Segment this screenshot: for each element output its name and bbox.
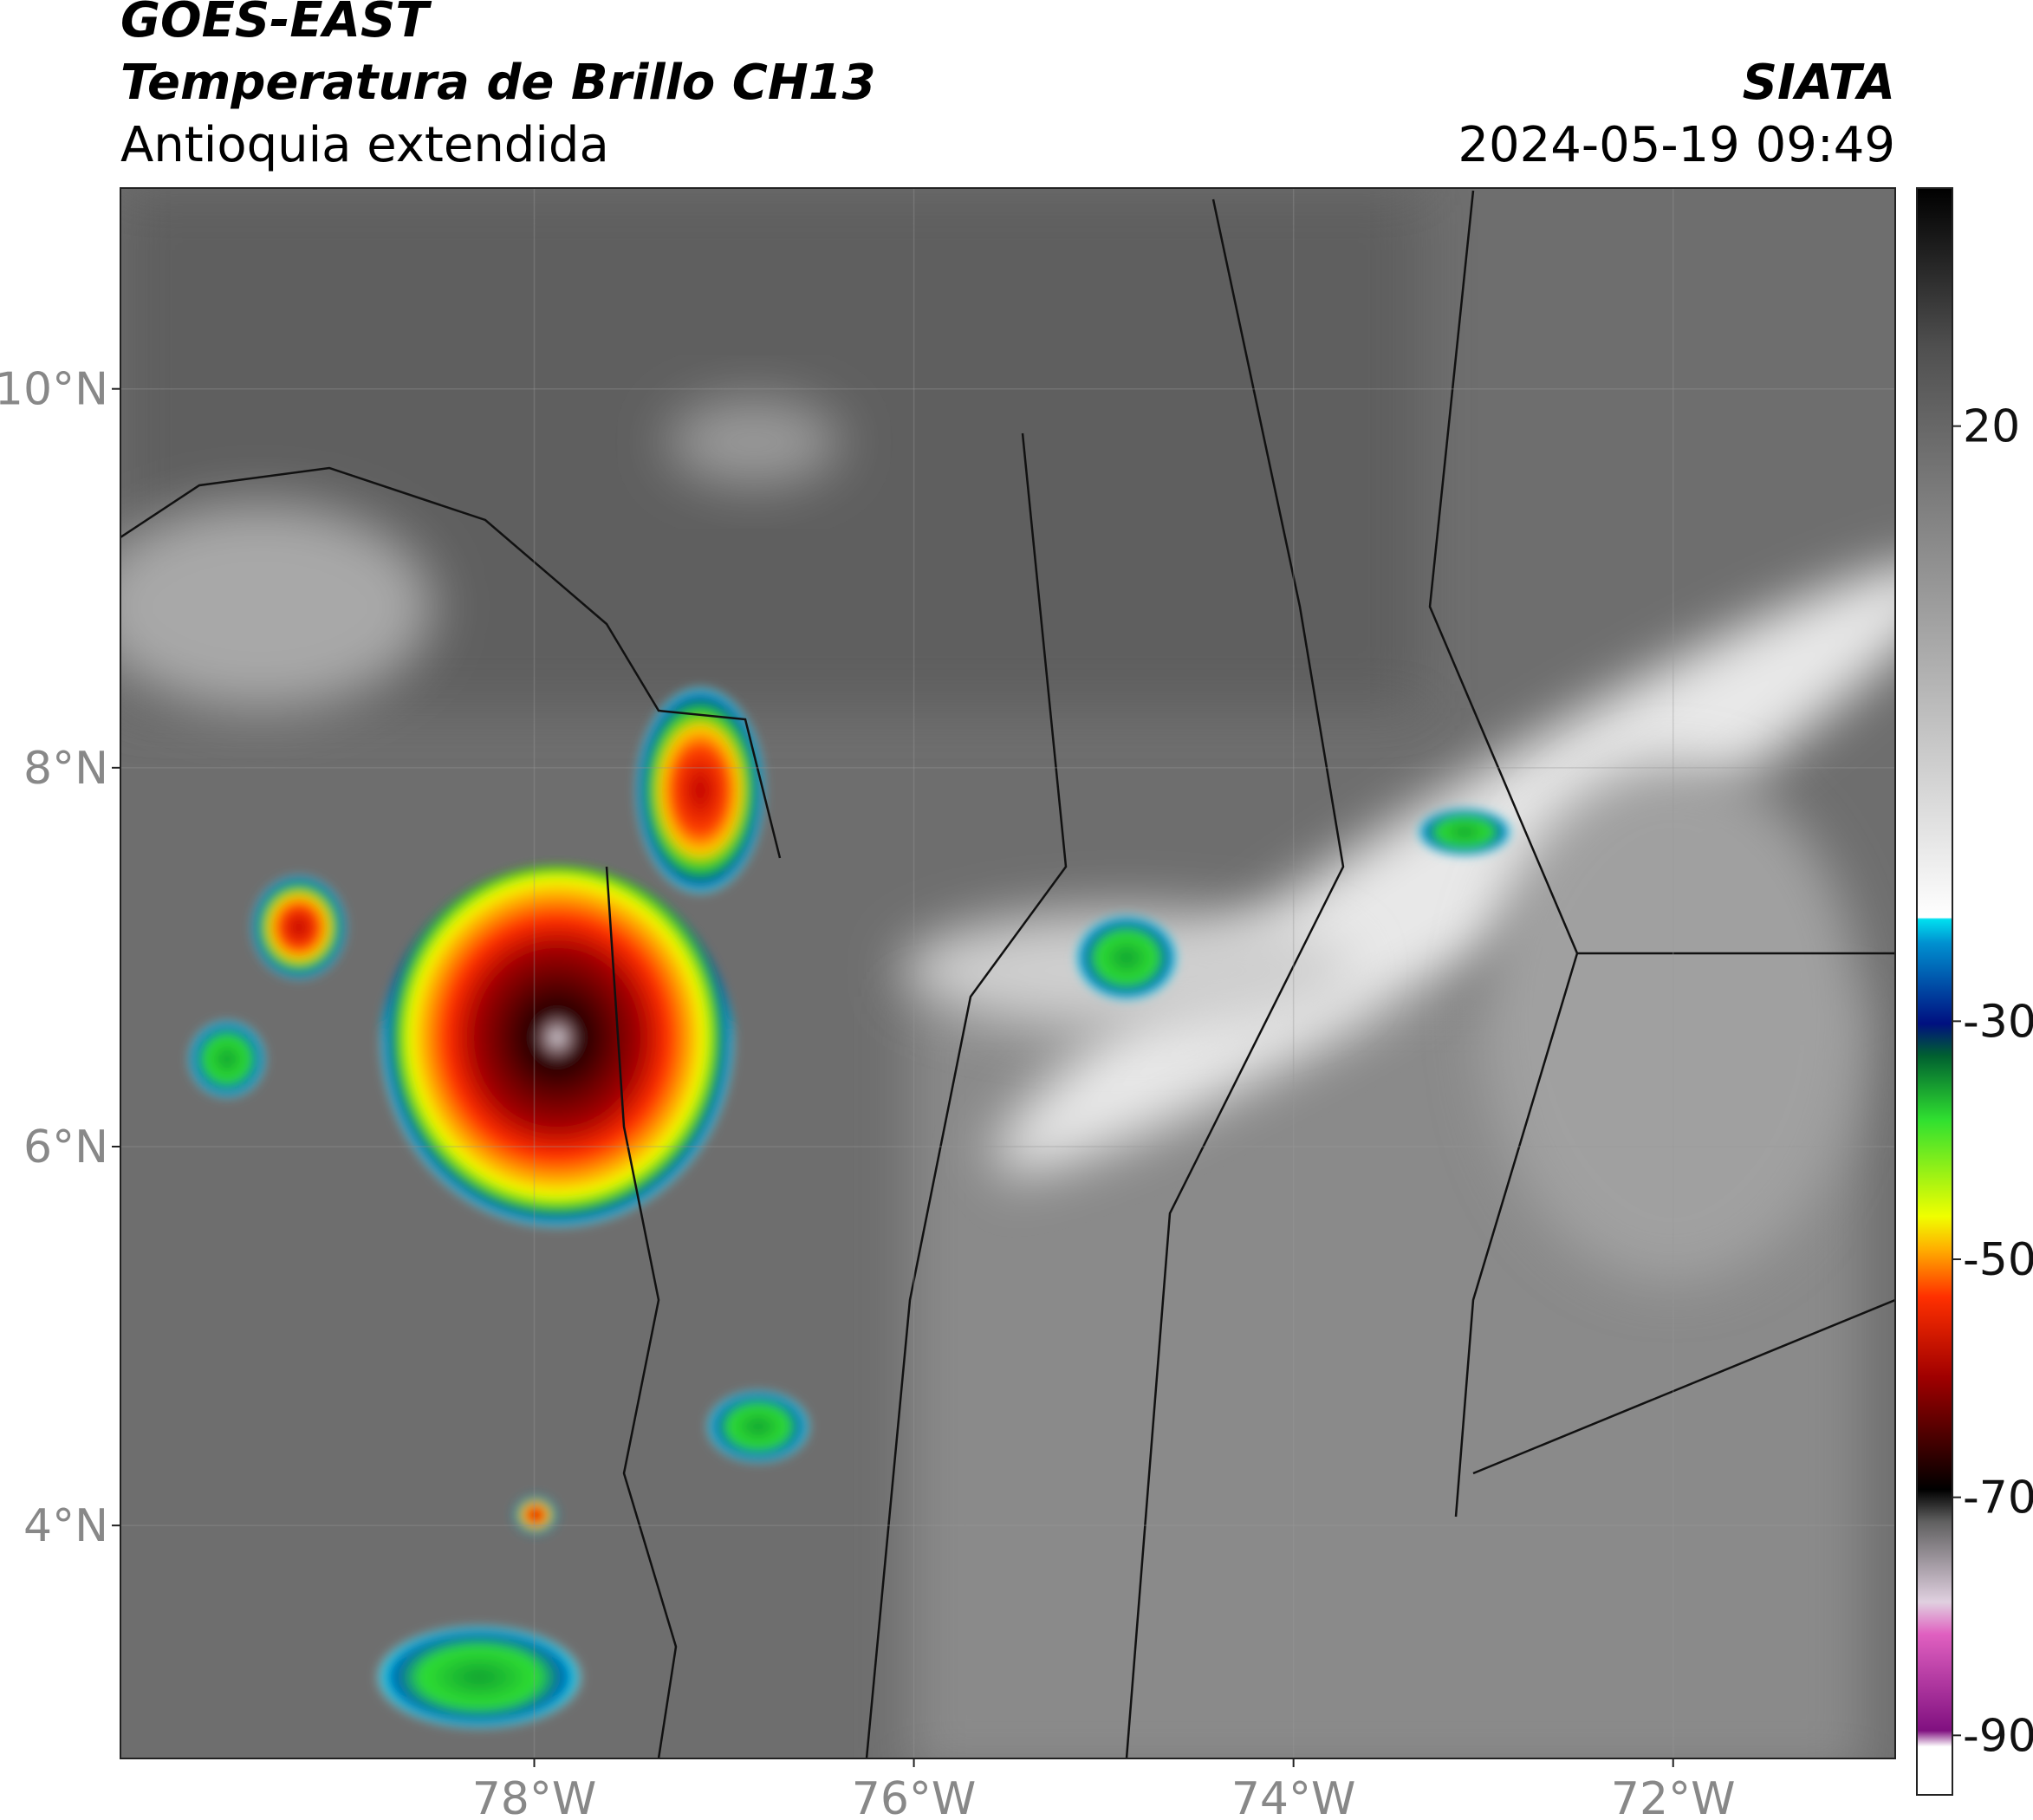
graticule [120,188,1895,1758]
colorbar-tick-label: 20 [1963,401,2020,453]
colorbar-tick-label: -50 [1963,1234,2033,1286]
lat-tick-label: 8°N [23,743,108,795]
datetime-label: 2024-05-19 09:49 [1458,117,1895,173]
lat-tick-label: 6°N [23,1121,108,1173]
colorbar-tick-label: -70 [1963,1472,2033,1524]
lat-tick-label: 10°N [0,364,108,416]
colorbar-tick-label: -90 [1963,1710,2033,1762]
satellite-title: GOES-EAST [120,0,432,49]
satellite-image [120,188,1895,1758]
lon-tick-label: 76°W [852,1773,977,1820]
map-frame [120,187,1896,1759]
lon-tick-label: 72°W [1611,1773,1736,1820]
colorbar [1916,187,1953,1796]
lon-tick-label: 78°W [472,1773,597,1820]
product-title: Temperatura de Brillo CH13 [120,55,876,111]
boundaries [120,190,1895,1758]
region-subtitle: Antioquia extendida [120,117,609,173]
lon-tick-label: 74°W [1231,1773,1356,1820]
colorbar-tick-label: -30 [1963,996,2033,1048]
source-label: SIATA [1743,55,1895,111]
lat-tick-label: 4°N [23,1500,108,1552]
